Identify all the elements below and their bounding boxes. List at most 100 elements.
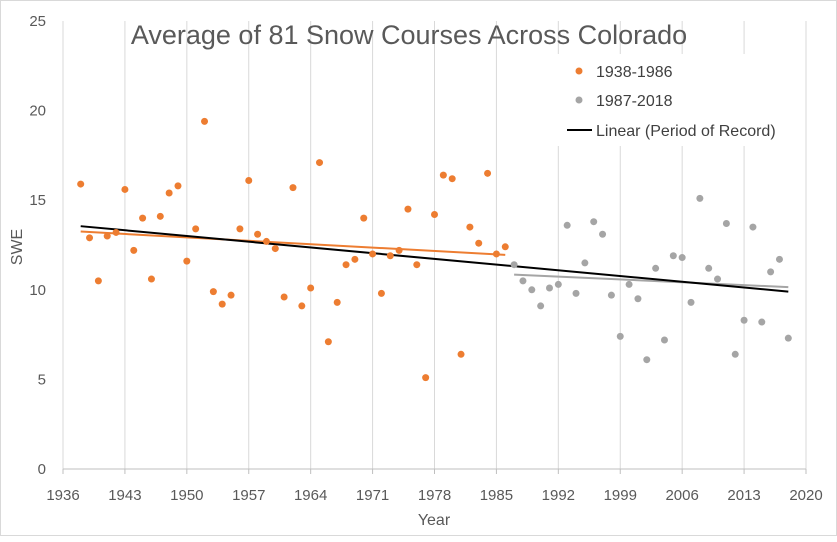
x-tick-label-1999: 1999: [604, 487, 637, 504]
point-series-2-1993: [563, 221, 571, 229]
point-series-2-2004: [660, 336, 668, 344]
point-series-1-1955: [227, 291, 235, 299]
point-series-1-1961: [280, 293, 288, 301]
data-points: [77, 117, 792, 382]
legend-marker-series-1: [575, 67, 583, 75]
y-tick-label-5: 5: [38, 371, 46, 388]
x-tick-label-2013: 2013: [727, 487, 760, 504]
legend-label-series-1: 1938-1986: [596, 64, 673, 81]
point-series-1-1966: [324, 338, 332, 346]
point-series-2-2005: [669, 252, 677, 260]
y-axis-title: SWE: [9, 229, 26, 265]
point-series-1-1971: [369, 250, 377, 258]
point-series-2-2007: [687, 298, 695, 306]
point-series-1-1972: [377, 289, 385, 297]
point-series-2-2002: [643, 356, 651, 364]
legend: 1938-1986 1987-2018 Linear (Period of Re…: [557, 54, 801, 146]
point-series-2-2011: [722, 219, 730, 227]
point-series-1-1981: [457, 350, 465, 358]
point-series-1-1958: [254, 230, 262, 238]
axes: [62, 468, 807, 474]
y-tick-label-0: 0: [38, 461, 46, 478]
y-tick-label-20: 20: [29, 103, 46, 120]
point-series-1-1948: [165, 189, 173, 197]
point-series-1-1964: [307, 284, 315, 292]
point-series-1-1960: [271, 245, 279, 253]
point-series-2-2012: [731, 350, 739, 358]
trendline-series-2: [514, 273, 789, 289]
point-series-1-1982: [466, 223, 474, 231]
point-series-1-1970: [360, 214, 368, 222]
point-series-2-1994: [572, 289, 580, 297]
legend-marker-series-2: [575, 96, 583, 104]
point-series-1-1976: [413, 261, 421, 269]
point-series-1-1941: [103, 232, 111, 240]
x-tick-label-1971: 1971: [356, 487, 389, 504]
point-series-1-1939: [86, 234, 94, 242]
point-series-1-1944: [130, 246, 138, 254]
x-tick-label-2006: 2006: [665, 487, 698, 504]
point-series-1-1968: [342, 261, 350, 269]
point-series-1-1959: [262, 237, 270, 245]
point-series-1-1962: [289, 184, 297, 192]
point-series-1-1945: [139, 214, 147, 222]
point-series-1-1942: [112, 228, 120, 236]
x-tick-label-1957: 1957: [232, 487, 265, 504]
y-tick-label-10: 10: [29, 282, 46, 299]
point-series-1-1975: [404, 205, 412, 213]
point-series-2-2015: [758, 318, 766, 326]
point-series-2-1987: [510, 261, 518, 269]
legend-label-overall-trend: Linear (Period of Record): [596, 123, 776, 140]
point-series-2-2017: [775, 255, 783, 263]
y-tick-label-25: 25: [29, 13, 46, 30]
point-series-2-1988: [519, 277, 527, 285]
point-series-1-1967: [333, 298, 341, 306]
point-series-2-2001: [634, 295, 642, 303]
point-series-1-1953: [209, 288, 217, 296]
point-series-1-1969: [351, 255, 359, 263]
trendlines: [80, 225, 789, 293]
point-series-1-1938: [77, 180, 85, 188]
point-series-1-1950: [183, 257, 191, 265]
point-series-2-1992: [554, 280, 562, 288]
trendline-series-1: [80, 230, 506, 256]
point-series-2-1998: [607, 291, 615, 299]
point-series-2-2008: [696, 194, 704, 202]
point-series-1-1952: [201, 117, 209, 125]
point-series-2-1995: [581, 259, 589, 267]
trendline-overall: [80, 225, 789, 293]
point-series-2-2016: [767, 268, 775, 276]
y-axis-ticks: 0 5 10 15 20 25: [29, 13, 46, 478]
x-tick-label-1936: 1936: [46, 487, 79, 504]
chart-title: Average of 81 Snow Courses Across Colora…: [131, 20, 687, 50]
point-series-2-1990: [537, 302, 545, 310]
legend-background: [557, 54, 801, 146]
point-series-2-2000: [625, 280, 633, 288]
point-series-2-2013: [740, 316, 748, 324]
legend-label-series-2: 1987-2018: [596, 93, 673, 110]
x-tick-label-1943: 1943: [108, 487, 141, 504]
point-series-1-1986: [501, 243, 509, 251]
x-tick-label-1964: 1964: [294, 487, 327, 504]
point-series-1-1947: [156, 212, 164, 220]
x-tick-label-2020: 2020: [789, 487, 822, 504]
point-series-1-1949: [174, 182, 182, 190]
point-series-1-1946: [147, 275, 155, 283]
point-series-1-1985: [492, 250, 500, 258]
point-series-1-1940: [94, 277, 102, 285]
point-series-1-1954: [218, 300, 226, 308]
point-series-2-1999: [616, 332, 624, 340]
y-tick-label-15: 15: [29, 192, 46, 209]
point-series-1-1979: [439, 171, 447, 179]
point-series-1-1965: [316, 159, 324, 167]
point-series-1-1956: [236, 225, 244, 233]
point-series-1-1980: [448, 175, 456, 183]
point-series-1-1978: [431, 211, 438, 219]
point-series-2-2006: [678, 254, 686, 262]
point-series-2-2010: [714, 275, 722, 283]
x-axis-ticks: 1936 1943 1950 1957 1964 1971 1978 1985 1992 1999…: [46, 487, 822, 504]
x-tick-label-1985: 1985: [480, 487, 513, 504]
x-tick-label-1950: 1950: [170, 487, 203, 504]
point-series-1-1983: [475, 239, 483, 247]
